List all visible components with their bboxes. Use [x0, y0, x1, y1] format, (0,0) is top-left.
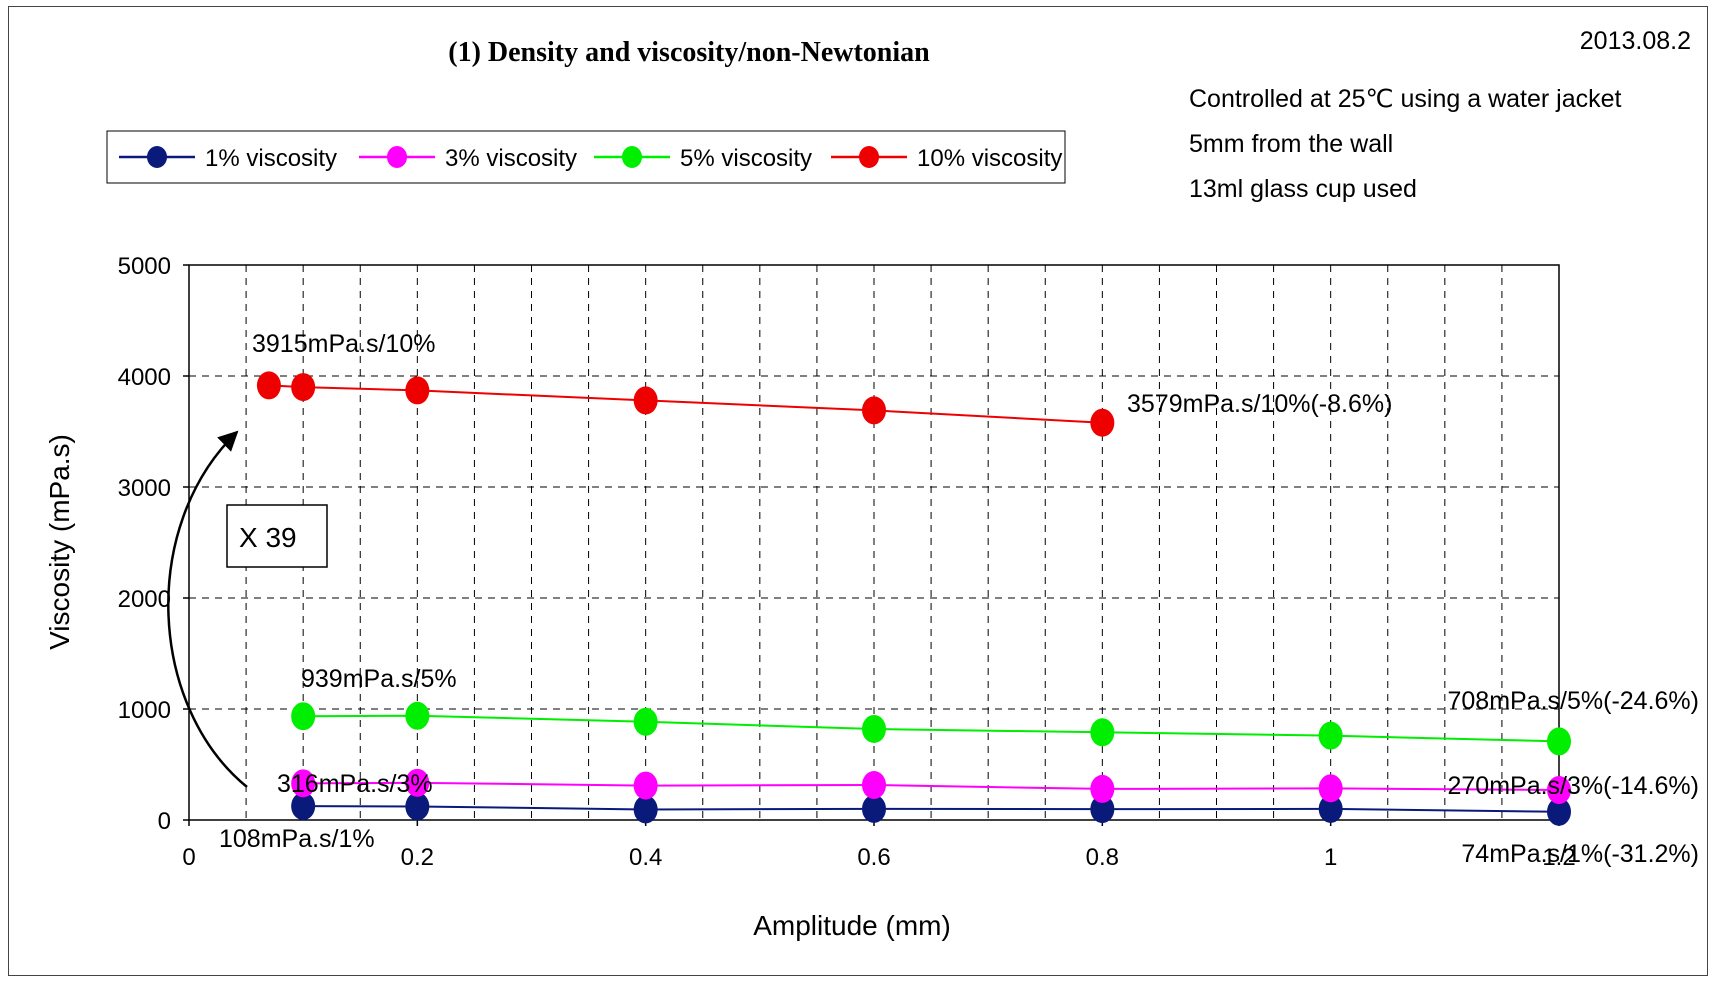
y-tick-label: 0 — [158, 808, 171, 835]
annotation-1pct-start: 108mPa.s/1% — [219, 825, 375, 853]
data-point — [862, 771, 886, 800]
x-tick-label: 1.2 — [1542, 844, 1575, 871]
chart-title: (1) Density and viscosity/non-Newtonian — [448, 37, 930, 68]
series-0 — [291, 792, 1571, 826]
legend: 1% viscosity 3% viscosity 5% viscosity 10% … — [106, 130, 1066, 184]
legend-label: 1% viscosity — [205, 145, 337, 172]
legend-marker — [859, 146, 879, 168]
x-axis-ticks: 0 0.2 0.4 0.6 0.8 1 1.2 — [182, 820, 1576, 871]
data-point — [1547, 797, 1571, 826]
data-point — [633, 386, 658, 415]
plot-area: 0 1000 2000 3000 4000 5000 0 0.2 0.4 0.6 0.8 1 1.2 — [118, 253, 1576, 871]
annotation-1pct-end: 74mPa.s/1%(-31.2%) — [1461, 840, 1699, 868]
data-point — [405, 792, 430, 821]
y-tick-label: 1000 — [118, 697, 171, 724]
note-temperature: Controlled at 25℃ using a water jacket — [1189, 85, 1622, 113]
series-layer — [256, 371, 1571, 826]
data-point — [1318, 774, 1343, 803]
annotation-3pct-end: 270mPa.s/3%(-14.6%) — [1447, 772, 1699, 800]
legend-item: 1% viscosity — [119, 145, 337, 172]
annotation-10pct-start: 3915mPa.s/10% — [252, 330, 435, 358]
legend-marker — [147, 146, 167, 168]
legend-item: 5% viscosity — [594, 145, 812, 172]
data-point — [405, 376, 430, 405]
data-point — [862, 396, 886, 425]
y-tick-label: 4000 — [118, 364, 171, 391]
series-2 — [291, 701, 1571, 756]
y-tick-label: 3000 — [118, 475, 171, 502]
series-3 — [256, 371, 1115, 437]
data-point — [862, 714, 886, 743]
x-axis-label: Amplitude (mm) — [753, 910, 951, 941]
viscosity-chart: (1) Density and viscosity/non-Newtonian … — [44, 27, 1699, 941]
multiplier-box — [226, 504, 328, 568]
x-tick-label: 0.8 — [1086, 844, 1119, 871]
data-point — [633, 795, 658, 824]
data-point — [633, 771, 658, 800]
legend-label: 3% viscosity — [445, 145, 577, 172]
legend-label: 5% viscosity — [680, 145, 812, 172]
x-tick-label: 0.4 — [629, 844, 662, 871]
data-point — [405, 701, 430, 730]
data-point — [291, 702, 316, 731]
multiplier-label: X 39 — [239, 522, 297, 553]
note-cup: 13ml glass cup used — [1189, 175, 1417, 203]
data-point — [405, 768, 430, 797]
x-tick-label: 0.2 — [401, 844, 434, 871]
y-axis-ticks: 0 1000 2000 3000 4000 5000 — [118, 253, 189, 835]
legend-label: 10% viscosity — [917, 145, 1062, 172]
x-tick-label: 0.6 — [857, 844, 890, 871]
chart-date: 2013.08.2 — [1580, 27, 1691, 55]
data-point — [291, 373, 316, 402]
data-point — [1090, 795, 1115, 824]
annotation-5pct-end: 708mPa.s/5%(-24.6%) — [1447, 687, 1699, 715]
annotation-10pct-end: 3579mPa.s/10%(-8.6%) — [1127, 390, 1392, 418]
data-point — [1090, 774, 1115, 803]
annotation-5pct-start: 939mPa.s/5% — [301, 665, 457, 693]
note-distance: 5mm from the wall — [1189, 130, 1393, 158]
data-point — [862, 794, 886, 823]
data-point — [1090, 408, 1115, 437]
data-point — [633, 707, 658, 736]
y-tick-label: 2000 — [118, 586, 171, 613]
curved-arrow — [167, 430, 248, 788]
legend-marker — [387, 146, 407, 168]
data-point — [1318, 794, 1343, 823]
x-tick-label: 1 — [1324, 844, 1337, 871]
legend-item: 3% viscosity — [359, 145, 577, 172]
chart-frame: (1) Density and viscosity/non-Newtonian … — [8, 6, 1708, 976]
x-tick-label: 0 — [182, 844, 195, 871]
data-point — [1318, 721, 1343, 750]
data-point — [1547, 776, 1571, 805]
data-point — [256, 371, 281, 400]
annotation-3pct-start: 316mPa.s/3% — [277, 770, 433, 798]
data-point — [291, 792, 316, 821]
legend-marker — [622, 146, 642, 168]
data-point — [1547, 727, 1571, 756]
data-point — [1090, 718, 1115, 747]
data-point — [291, 769, 316, 798]
legend-item: 10% viscosity — [831, 145, 1062, 172]
y-tick-label: 5000 — [118, 253, 171, 280]
y-axis-label: Viscosity (mPa.s) — [44, 434, 75, 650]
series-1 — [291, 768, 1571, 805]
